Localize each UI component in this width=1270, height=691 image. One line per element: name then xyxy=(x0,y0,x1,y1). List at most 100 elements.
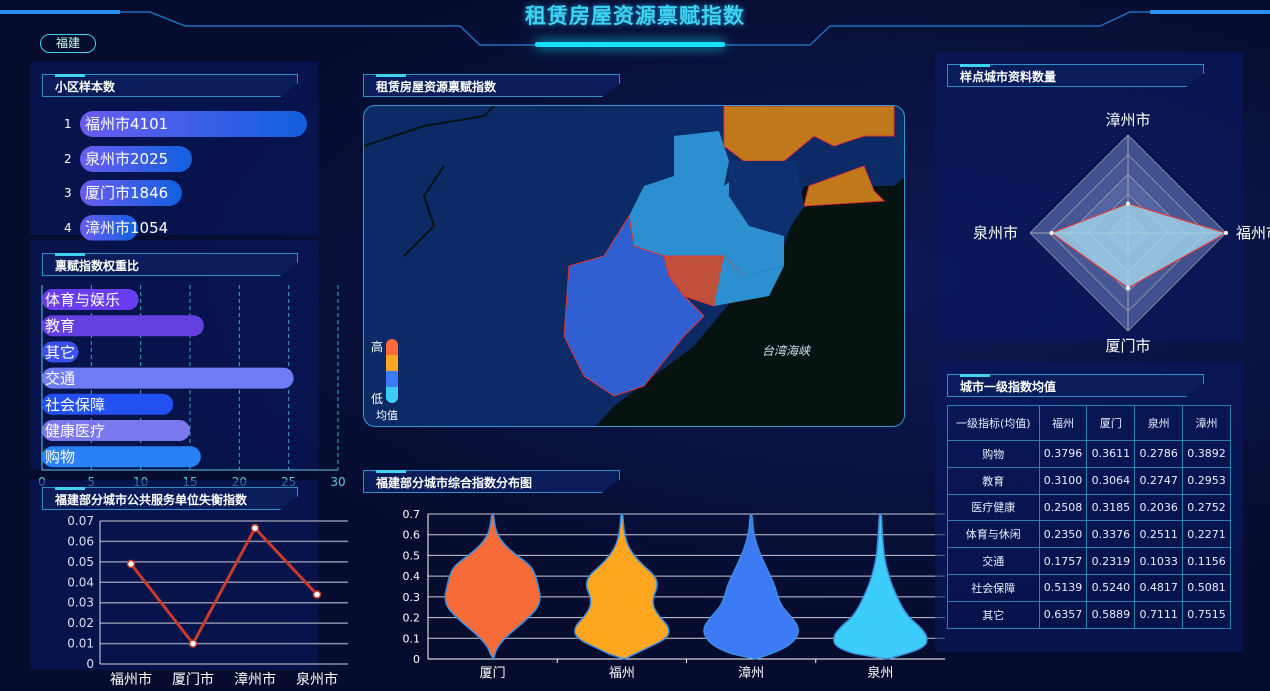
radar-point[interactable] xyxy=(1049,231,1054,235)
x-tick-label: 泉州市 xyxy=(296,671,338,688)
region-zhangzhou[interactable] xyxy=(563,214,705,397)
table-cell: 0.2752 xyxy=(1182,493,1231,522)
line-series xyxy=(129,525,319,647)
table-row: 医疗健康 0.2508 0.3185 0.2036 0.2752 xyxy=(947,493,1231,522)
legend-swatch xyxy=(386,339,398,355)
map-panel-title: 租赁房屋资源禀赋指数 xyxy=(363,74,620,97)
table-cell: 0.3796 xyxy=(1038,440,1088,468)
y-tick-label: 0.07 xyxy=(67,514,94,528)
table-cell: 其它 xyxy=(947,600,1040,629)
imbalance-line-chart: 0 0.01 0.02 0.03 0.04 0.05 0.06 0.07 福州市 厦门市 漳州市 泉州… xyxy=(67,514,348,688)
table-cell: 0.5139 xyxy=(1038,573,1088,602)
y-tick-label: 0.02 xyxy=(67,616,94,630)
weight-panel-title: 禀赋指数权重比 xyxy=(42,253,298,276)
y-tick-label: 0.6 xyxy=(403,529,421,542)
line-panel xyxy=(30,480,318,670)
table-cell: 0.2786 xyxy=(1134,440,1184,468)
x-tick-label: 30 xyxy=(330,475,345,489)
y-tick-label: 0.05 xyxy=(67,555,94,569)
table-panel-title: 城市一级指数均值 xyxy=(947,374,1204,397)
index-table: 一级指标(均值) 福州 厦门 泉州 漳州 购物 0.3796 0.3611 0.2786 0.38… xyxy=(947,405,1231,629)
table-row: 体育与休闲 0.2350 0.3376 0.2511 0.2271 xyxy=(947,520,1231,549)
table-cell: 0.6357 xyxy=(1038,600,1088,629)
data-point[interactable] xyxy=(126,559,136,569)
violin-shape xyxy=(444,513,541,661)
region-selector[interactable]: 福建 xyxy=(40,34,96,53)
table-cell: 0.2953 xyxy=(1182,466,1231,495)
table-cell: 0.3376 xyxy=(1086,520,1136,549)
table-cell: 0.5240 xyxy=(1086,573,1136,602)
data-point[interactable] xyxy=(188,639,198,648)
legend-swatch xyxy=(386,355,398,371)
bar-label: 社会保障 xyxy=(45,396,105,414)
x-tick-label: 福州市 xyxy=(110,671,152,688)
table-cell: 医疗健康 xyxy=(947,493,1040,522)
x-tick-label: 福州 xyxy=(609,666,635,681)
table-cell: 0.3064 xyxy=(1086,466,1136,495)
sample-bar: 泉州市2025 xyxy=(80,145,193,172)
violin-panel-title: 福建部分城市综合指数分布图 xyxy=(363,470,620,493)
column-header: 漳州 xyxy=(1182,405,1231,441)
violin-shape xyxy=(833,513,928,660)
y-tick-label: 0 xyxy=(86,657,94,671)
table-cell: 社会保障 xyxy=(947,573,1040,602)
bar-label: 教育 xyxy=(45,317,75,335)
table-row: 其它 0.6357 0.5889 0.7111 0.7515 xyxy=(947,600,1231,629)
sample-bar: 福州市4101 xyxy=(80,111,307,137)
y-tick-label: 0.03 xyxy=(67,596,94,610)
bar xyxy=(42,420,190,441)
table-cell: 0.7515 xyxy=(1182,600,1231,629)
sample-bar: 漳州市1054 xyxy=(80,214,168,241)
page-title: 租赁房屋资源禀赋指数 xyxy=(525,4,745,28)
rank-number: 3 xyxy=(64,186,72,200)
violin-shape xyxy=(703,513,799,660)
column-header: 福州 xyxy=(1038,405,1088,441)
table-cell: 0.2508 xyxy=(1038,493,1088,522)
radar-point[interactable] xyxy=(1126,201,1130,206)
table-cell: 0.1033 xyxy=(1134,547,1184,575)
sample-panel-title: 小区样本数 xyxy=(42,74,298,97)
x-tick-label: 漳州市 xyxy=(234,671,276,688)
data-point[interactable] xyxy=(250,523,260,533)
table-cell: 0.2511 xyxy=(1134,520,1184,549)
y-tick-label: 0.01 xyxy=(67,637,94,651)
legend-swatch xyxy=(386,371,398,387)
data-point[interactable] xyxy=(312,590,322,599)
bar xyxy=(42,446,201,468)
table-cell: 0.3892 xyxy=(1182,440,1231,468)
y-tick-label: 0 xyxy=(413,653,420,666)
violin-chart: 0 0.1 0.2 0.3 0.4 0.5 0.6 0.7 厦门 福州 漳州 泉州 xyxy=(403,508,945,681)
y-tick-label: 0.4 xyxy=(403,570,421,583)
rank-number: 2 xyxy=(64,151,72,166)
fujian-map xyxy=(364,106,904,426)
bar xyxy=(42,289,139,310)
table-cell: 0.7111 xyxy=(1134,600,1184,629)
y-tick-label: 0.7 xyxy=(403,508,421,521)
table-cell: 0.3100 xyxy=(1038,466,1088,495)
table-cell: 0.2036 xyxy=(1134,493,1184,522)
table-cell: 0.4817 xyxy=(1134,573,1184,602)
table-cell: 0.2271 xyxy=(1182,520,1231,549)
bar-label: 交通 xyxy=(45,370,75,388)
table-row: 交通 0.1757 0.2319 0.1033 0.1156 xyxy=(947,547,1231,575)
x-tick-label: 厦门市 xyxy=(172,671,214,688)
y-tick-label: 0.2 xyxy=(403,612,421,625)
radar-label: 厦门市 xyxy=(1105,337,1150,355)
column-header: 厦门 xyxy=(1086,405,1136,441)
table-cell: 0.2350 xyxy=(1038,520,1088,549)
bar xyxy=(42,393,174,415)
radar-point[interactable] xyxy=(1224,231,1228,235)
line-panel-title: 福建部分城市公共服务单位失衡指数 xyxy=(42,487,298,510)
rank-number: 4 xyxy=(64,220,72,235)
sample-bar: 厦门市1846 xyxy=(80,180,183,206)
y-tick-label: 0.1 xyxy=(403,632,421,645)
y-tick-label: 0.5 xyxy=(403,549,421,562)
table-cell: 0.2319 xyxy=(1086,547,1136,575)
map-view[interactable]: 高 低 均值 台湾海峡 xyxy=(363,105,905,427)
radar-point[interactable] xyxy=(1126,285,1130,290)
table-cell: 0.3185 xyxy=(1086,493,1136,522)
y-tick-label: 0.04 xyxy=(67,575,94,589)
legend-color-scale xyxy=(386,339,398,403)
bar-label: 健康医疗 xyxy=(45,422,105,440)
radar-chart: 漳州市福州市厦门市 泉州市 xyxy=(973,111,1270,355)
